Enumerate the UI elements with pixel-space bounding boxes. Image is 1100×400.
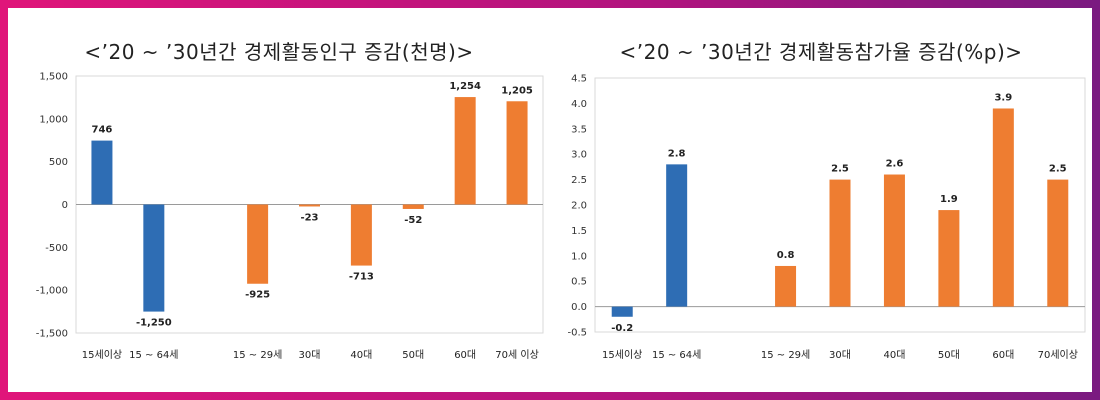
category-label: 70세이상 bbox=[1038, 349, 1078, 361]
y-tick-label: 0.5 bbox=[571, 277, 587, 288]
bar bbox=[1047, 179, 1069, 307]
data-label: 1,254 bbox=[449, 81, 481, 92]
bar bbox=[402, 204, 424, 209]
y-tick-label: 2.5 bbox=[571, 175, 587, 186]
y-tick-label: 2.0 bbox=[571, 201, 587, 212]
bar bbox=[938, 210, 960, 307]
data-label: 2.5 bbox=[1049, 164, 1067, 175]
bar bbox=[350, 204, 372, 266]
y-tick-label: 1.5 bbox=[571, 226, 587, 237]
y-tick-label: 0 bbox=[62, 200, 68, 211]
category-label: 40대 bbox=[883, 349, 905, 361]
bar bbox=[299, 204, 320, 207]
y-tick-label: 500 bbox=[49, 157, 68, 168]
y-tick-label: 1.0 bbox=[571, 251, 587, 262]
y-tick-label: 4.5 bbox=[571, 74, 587, 85]
data-label: -1,250 bbox=[136, 318, 172, 329]
category-label: 15 ~ 29세 bbox=[233, 349, 282, 361]
data-label: -0.2 bbox=[611, 323, 633, 334]
y-tick-label: -1,000 bbox=[36, 286, 68, 297]
bar bbox=[247, 204, 269, 284]
y-tick-label: 0.0 bbox=[571, 302, 587, 313]
data-label: 2.6 bbox=[886, 159, 904, 170]
chart-title: <’20 ~ ’30년간 경제활동인구 증감(천명)> bbox=[84, 40, 474, 64]
bar bbox=[775, 265, 797, 307]
data-label: 1,205 bbox=[501, 85, 533, 96]
category-label: 15 ~ 29세 bbox=[761, 349, 810, 361]
data-label: 2.5 bbox=[831, 164, 849, 175]
data-label: 3.9 bbox=[994, 92, 1012, 103]
chart-title: <’20 ~ ’30년간 경제활동참가율 증감(%p)> bbox=[619, 40, 1023, 64]
y-tick-label: 4.0 bbox=[571, 99, 587, 110]
category-label: 15 ~ 64세 bbox=[129, 349, 178, 361]
bar bbox=[829, 179, 851, 307]
category-label: 15세이상 bbox=[82, 349, 122, 361]
data-label: 1.9 bbox=[940, 194, 958, 205]
category-label: 50대 bbox=[402, 349, 424, 361]
category-label: 60대 bbox=[454, 349, 476, 361]
bar bbox=[143, 204, 165, 312]
data-label: 746 bbox=[92, 125, 113, 136]
chart-svg-participation-rate: 4.5 4.0 3.5 3.0 2.5 2.0 1.5 1.0 0.5 0.0 -0.5 -0.2 15… bbox=[567, 74, 1086, 361]
data-label: -23 bbox=[300, 212, 318, 223]
data-label: 0.8 bbox=[777, 250, 795, 261]
category-label: 30대 bbox=[829, 349, 851, 361]
bar bbox=[91, 140, 113, 205]
category-label: 15 ~ 64세 bbox=[652, 349, 701, 361]
bar bbox=[666, 164, 688, 307]
bar bbox=[454, 97, 476, 205]
category-label: 60대 bbox=[992, 349, 1014, 361]
y-tick-label: 1,000 bbox=[39, 114, 68, 125]
data-label: -713 bbox=[349, 272, 374, 283]
chart-panel-labor-force: <’20 ~ ’30년간 경제활동인구 증감(천명)> 1,500 1,000 50… bbox=[8, 8, 550, 392]
data-label: 2.8 bbox=[668, 148, 686, 159]
bar bbox=[992, 108, 1014, 307]
y-tick-label: 3.0 bbox=[571, 150, 587, 161]
data-label: -925 bbox=[245, 290, 270, 301]
bar bbox=[883, 174, 905, 307]
plot-area bbox=[594, 77, 1086, 333]
figure-frame: <’20 ~ ’30년간 경제활동인구 증감(천명)> 1,500 1,000 50… bbox=[8, 8, 1092, 392]
category-label: 30대 bbox=[299, 349, 321, 361]
category-label: 70세 이상 bbox=[495, 349, 539, 361]
y-tick-label: -1,500 bbox=[36, 329, 68, 340]
category-label: 15세이상 bbox=[602, 349, 642, 361]
chart-panel-participation-rate: <’20 ~ ’30년간 경제활동참가율 증감(%p)> 4.5 4.0 3.5 3.… bbox=[550, 8, 1092, 392]
bar bbox=[506, 101, 528, 205]
y-tick-label: -500 bbox=[45, 243, 68, 254]
y-tick-label: 3.5 bbox=[571, 124, 587, 135]
chart-svg-labor-force: 1,500 1,000 500 0 -500 -1,000 -1,500 746 15세이상 -1… bbox=[36, 72, 544, 361]
category-label: 40대 bbox=[350, 349, 372, 361]
data-label: -52 bbox=[404, 215, 422, 226]
bar bbox=[611, 306, 633, 317]
y-tick-label: -0.5 bbox=[567, 328, 587, 339]
category-label: 50대 bbox=[938, 349, 960, 361]
y-tick-label: 1,500 bbox=[39, 72, 68, 83]
